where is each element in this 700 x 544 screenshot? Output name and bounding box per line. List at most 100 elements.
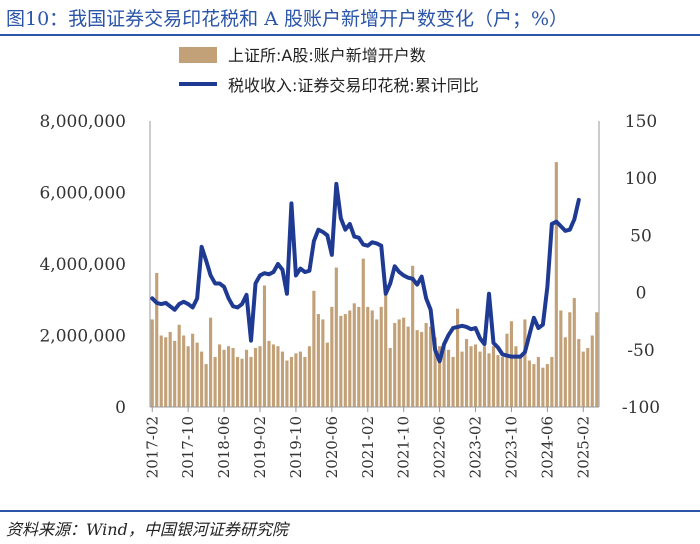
- bar: [213, 356, 217, 407]
- x-tick-label: 2022-06: [431, 416, 449, 478]
- bar: [473, 344, 478, 407]
- bar: [321, 319, 325, 407]
- bar: [361, 258, 365, 407]
- bar: [155, 272, 159, 407]
- bar: [289, 356, 293, 407]
- bar: [168, 331, 172, 407]
- bar: [541, 367, 545, 407]
- bar: [375, 319, 379, 407]
- bar: [536, 356, 540, 407]
- bar: [487, 353, 491, 408]
- bar: [469, 346, 473, 407]
- bar: [267, 340, 271, 407]
- left-tick-label: 8,000,000: [39, 112, 126, 132]
- bar: [532, 364, 536, 407]
- bar: [500, 356, 505, 407]
- bar: [294, 353, 298, 408]
- bar: [509, 321, 514, 407]
- left-tick-label: 6,000,000: [39, 184, 126, 204]
- bar: [173, 340, 177, 407]
- x-axis-ticks: 2017-02 2017-10 2018-06 2019-02 2019-10 2020-…: [143, 407, 592, 478]
- bar: [150, 319, 154, 407]
- bar: [527, 360, 531, 407]
- legend-bar-label: 上证所:A股:账户新增开户数: [228, 46, 426, 65]
- bar: [402, 317, 406, 408]
- bar: [312, 290, 316, 407]
- bar: [249, 356, 253, 407]
- right-tick-label: -50: [627, 341, 654, 361]
- bar: [159, 335, 163, 407]
- bar: [370, 310, 374, 407]
- right-tick-label: 50: [630, 226, 652, 246]
- bar: [523, 319, 527, 407]
- bar: [442, 342, 446, 407]
- bar: [568, 312, 572, 407]
- right-axis-ticks: -100 -50 0 50 100 150: [622, 112, 660, 418]
- bar: [352, 303, 356, 407]
- bar: [231, 348, 235, 407]
- bar: [258, 346, 262, 407]
- bar: [433, 337, 437, 407]
- bar: [496, 355, 500, 407]
- bar: [271, 344, 276, 407]
- x-tick-label: 2017-02: [143, 416, 161, 478]
- right-tick-label: -100: [622, 398, 660, 418]
- footer-rule: [0, 510, 700, 512]
- x-tick-label: 2021-02: [359, 416, 377, 478]
- bar: [164, 337, 168, 407]
- bar: [298, 351, 302, 407]
- bar: [182, 335, 186, 407]
- bar: [303, 356, 307, 407]
- legend: 上证所:A股:账户新增开户数 税收收入:证券交易印花税:累计同比: [179, 46, 479, 95]
- bar: [191, 333, 195, 407]
- x-tick-label: 2023-02: [467, 416, 485, 478]
- bar: [316, 314, 320, 407]
- bar: [577, 339, 581, 407]
- right-tick-label: 100: [625, 169, 657, 189]
- bar: [330, 306, 334, 407]
- bar: [200, 351, 204, 407]
- left-tick-label: 2,000,000: [39, 327, 126, 347]
- bar: [397, 319, 401, 407]
- left-tick-label: 4,000,000: [39, 255, 126, 275]
- bar: [482, 346, 487, 407]
- bar: [325, 342, 329, 407]
- bar: [451, 356, 455, 407]
- bar: [280, 351, 285, 407]
- bar: [581, 351, 585, 407]
- bar: [518, 356, 522, 407]
- right-tick-label: 150: [625, 112, 657, 132]
- bar: [554, 162, 558, 407]
- bar: [222, 349, 226, 407]
- bar: [411, 265, 415, 407]
- line-series: [150, 181, 581, 364]
- bar: [393, 322, 397, 407]
- bar: [545, 364, 549, 407]
- source-note: 资料来源：Wind，中国银河证券研究院: [6, 520, 288, 539]
- bar: [285, 360, 289, 407]
- chart-axes: [149, 121, 600, 408]
- bar: [590, 335, 594, 407]
- line-path: [150, 181, 581, 364]
- bar: [366, 306, 370, 407]
- bar: [276, 346, 280, 407]
- bar: [595, 312, 599, 407]
- bar: [420, 331, 424, 407]
- bar: [384, 290, 388, 407]
- x-tick-label: 2024-06: [538, 416, 556, 478]
- bar: [204, 364, 208, 407]
- bar: [415, 330, 419, 407]
- bar: [447, 349, 451, 407]
- x-tick-label: 2020-06: [323, 416, 341, 478]
- bar: [505, 333, 509, 407]
- legend-line-label: 税收收入:证券交易印花税:累计同比: [228, 76, 479, 95]
- bar: [550, 356, 554, 407]
- bar: [464, 339, 469, 407]
- title-rule: [0, 34, 700, 36]
- left-axis-ticks: 0 2,000,000 4,000,000 6,000,000 8,000,000: [39, 112, 126, 418]
- bar: [240, 358, 244, 407]
- bar: [339, 315, 343, 407]
- bar: [455, 308, 460, 407]
- bar: [559, 310, 563, 407]
- bar: [227, 346, 231, 407]
